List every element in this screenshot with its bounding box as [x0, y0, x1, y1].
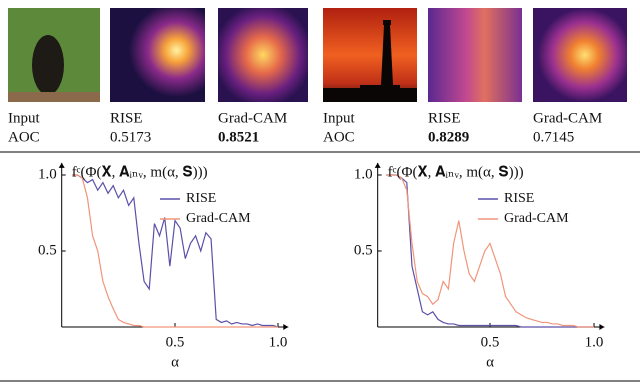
aoc-value: 0.7145	[533, 129, 574, 145]
method-label: Grad-CAM	[218, 110, 287, 126]
series-line	[72, 174, 278, 328]
method-label: RISE	[428, 110, 461, 126]
y-tick-label: 0.5	[354, 242, 373, 258]
y-axis-arrow	[58, 162, 65, 168]
method-label: Grad-CAM	[533, 110, 602, 126]
gradcam-heatmap	[533, 8, 627, 102]
rise-heatmap	[428, 8, 522, 102]
y-axis-title: fᶜ(Φ(𝐗, 𝐀ᵢₙᵥ, m(α, 𝐒)))	[72, 164, 208, 180]
gradcam-heatmap	[218, 8, 308, 102]
aoc-value: AOC	[8, 129, 40, 145]
x-tick-label: 0.5	[166, 334, 185, 350]
thumbnails	[8, 8, 627, 102]
aoc-value: 0.8289	[428, 129, 469, 145]
x-tick-label: 1.0	[269, 334, 288, 350]
legend-label: Grad-CAM	[186, 211, 251, 226]
method-label: Input	[323, 110, 355, 126]
x-axis-label: α	[171, 354, 179, 370]
method-label: Input	[8, 110, 40, 126]
y-tick-label: 0.5	[38, 242, 57, 258]
x-axis-label: α	[486, 354, 494, 370]
series-line	[386, 174, 594, 328]
legend-label: RISE	[504, 191, 534, 206]
input-image	[8, 92, 100, 102]
x-axis-arrow	[599, 324, 605, 330]
legend-label: RISE	[186, 191, 216, 206]
method-label: RISE	[110, 110, 143, 126]
input-image	[323, 20, 417, 102]
x-tick-label: 0.5	[481, 334, 500, 350]
input-image	[32, 35, 64, 95]
legend-label: Grad-CAM	[504, 211, 569, 226]
aoc-value: 0.8521	[218, 129, 259, 145]
y-tick-label: 1.0	[354, 166, 373, 182]
y-tick-label: 1.0	[38, 166, 57, 182]
series-line	[72, 174, 279, 328]
x-axis-arrow	[283, 324, 289, 330]
y-axis-arrow	[374, 162, 381, 168]
aoc-value: AOC	[323, 129, 355, 145]
rise-heatmap	[110, 8, 205, 102]
y-axis-title: fᶜ(Φ(𝐗, 𝐀ᵢₙᵥ, m(α, 𝐒)))	[388, 164, 524, 180]
x-tick-label: 1.0	[585, 334, 604, 350]
series-line	[386, 174, 594, 328]
aoc-value: 0.5173	[110, 129, 151, 145]
